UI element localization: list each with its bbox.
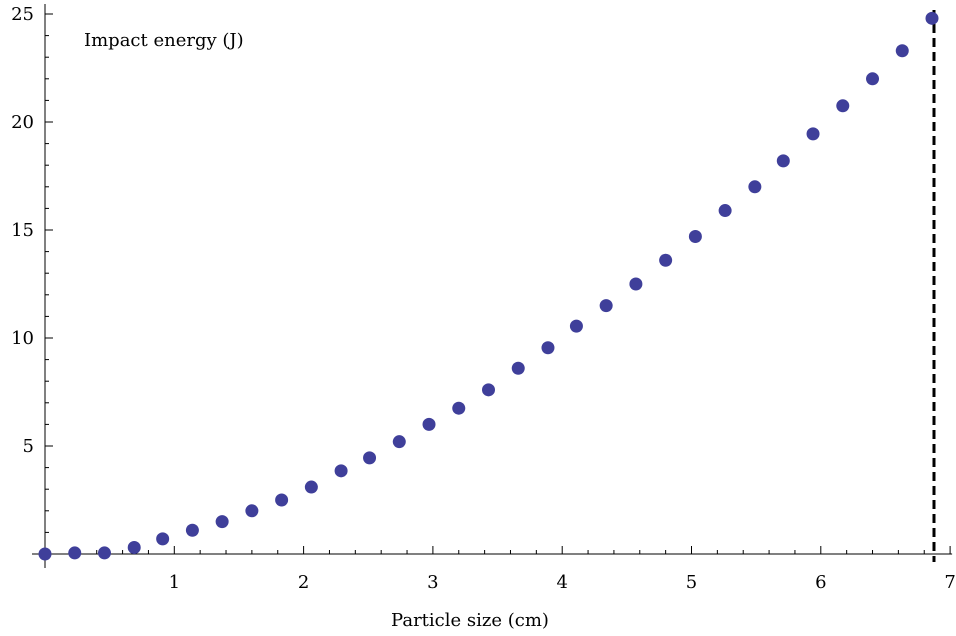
x-tick-label: 3 [427,572,438,593]
x-tick-label: 6 [815,572,826,593]
y-tick-label: 25 [11,4,34,25]
data-point [866,72,880,86]
data-point [541,341,555,355]
data-point [718,204,732,218]
ticks [45,13,951,554]
data-point [245,504,259,518]
data-point [569,319,583,333]
data-point [392,435,406,449]
data-point [452,401,466,415]
y-tick-label: 10 [11,328,34,349]
data-point [776,154,790,168]
data-point [806,127,820,141]
data-point [363,451,377,465]
y-tick-label: 15 [11,220,34,241]
x-tick-label: 7 [944,572,955,593]
x-tick-label: 1 [169,572,180,593]
x-axis-title: Particle size (cm) [391,610,549,631]
data-point [127,541,141,555]
data-point [185,523,199,537]
x-tick-label: 5 [686,572,697,593]
data-point [688,229,702,243]
y-tick-label: 5 [23,436,34,457]
data-point [895,44,909,58]
y-tick-label: 20 [11,112,34,133]
data-point [68,546,82,560]
data-point [304,480,318,494]
data-point [38,547,52,561]
data-point [659,253,673,267]
data-point [156,532,170,546]
tick-labels: 1 2 3 4 5 6 7 5 10 15 20 25 [11,4,956,593]
data-point [215,515,229,529]
data-point [836,99,850,113]
data-point [97,546,111,560]
data-point [422,417,436,431]
y-axis-title: Impact energy (J) [84,30,244,51]
data-point [599,299,613,313]
x-tick-label: 4 [556,572,567,593]
axes [32,4,953,568]
data-point [748,180,762,194]
data-points [38,11,939,561]
data-point [925,11,939,25]
data-point [334,464,348,478]
data-point [275,493,289,507]
data-point [481,383,495,397]
data-point [629,277,643,291]
x-tick-label: 2 [298,572,309,593]
data-point [511,361,525,375]
